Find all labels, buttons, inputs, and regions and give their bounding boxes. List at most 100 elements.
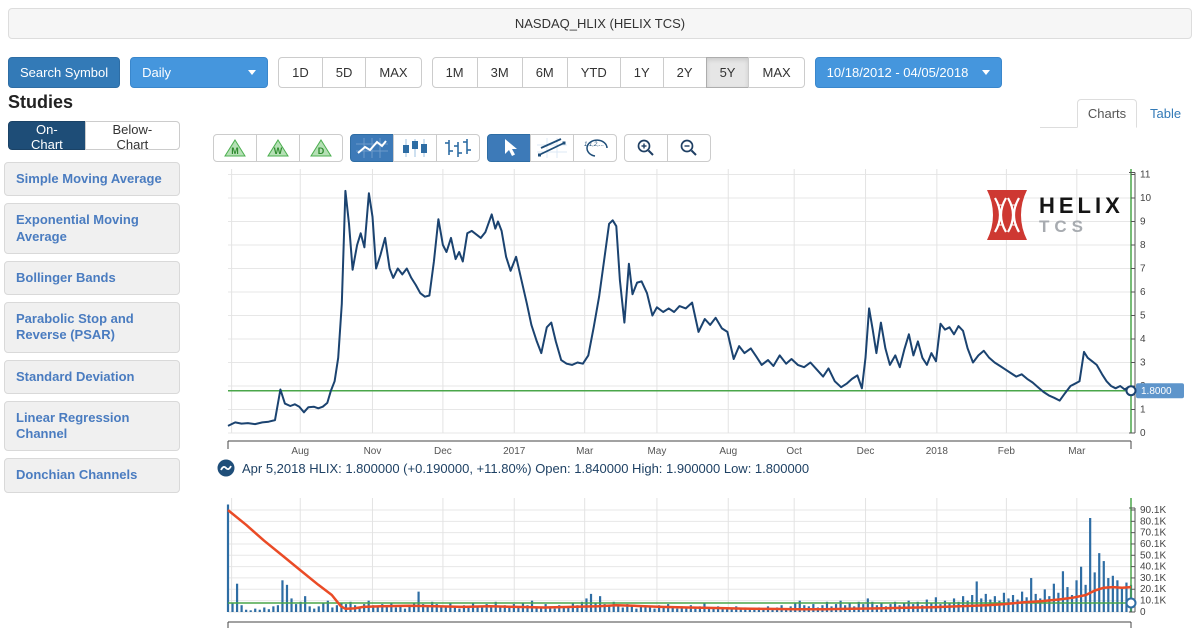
range-button-1m[interactable]: 1M — [432, 57, 478, 88]
drawing-tools-group: 1,1,2,... — [487, 134, 617, 162]
svg-text:W: W — [274, 146, 283, 156]
line-chart-type-button[interactable] — [350, 134, 394, 162]
ohlc-chart-type-button[interactable] — [436, 134, 480, 162]
svg-text:2018: 2018 — [926, 446, 949, 457]
toggle-below-chart[interactable]: Below-Chart — [85, 121, 180, 150]
range-button-1d[interactable]: 1D — [278, 57, 323, 88]
range-button-ytd[interactable]: YTD — [567, 57, 621, 88]
monthly-interval-button[interactable]: M — [213, 134, 257, 162]
zoom-in-button[interactable] — [624, 134, 668, 162]
svg-text:Nov: Nov — [364, 446, 382, 457]
volume-ma-line — [228, 510, 1131, 609]
svg-text:Oct: Oct — [786, 446, 802, 457]
study-simple-moving-average[interactable]: Simple Moving Average — [4, 162, 180, 196]
zoom-group — [624, 134, 711, 162]
svg-text:Aug: Aug — [719, 446, 737, 457]
studies-sidebar: Studies On-Chart Below-Chart Simple Movi… — [4, 92, 180, 493]
interval-dropdown[interactable]: Daily — [130, 57, 268, 88]
study-exponential-moving-average[interactable]: Exponential Moving Average — [4, 203, 180, 254]
study-donchian-channels[interactable]: Donchian Channels — [4, 458, 180, 492]
candlestick-chart-type-button[interactable] — [393, 134, 437, 162]
svg-text:5: 5 — [1140, 311, 1146, 322]
svg-text:Feb: Feb — [998, 446, 1016, 457]
fibonacci-icon: 1,1,2,... — [580, 138, 610, 158]
range-button-max[interactable]: MAX — [748, 57, 804, 88]
weekly-interval-button[interactable]: W — [256, 134, 300, 162]
range-button-2y[interactable]: 2Y — [663, 57, 707, 88]
svg-text:6: 6 — [1140, 287, 1146, 298]
chart-type-group — [350, 134, 480, 162]
range-group-short: 1D 5D MAX — [278, 57, 421, 88]
symbol-title: NASDAQ_HLIX (HELIX TCS) — [515, 16, 685, 31]
tab-table[interactable]: Table — [1142, 99, 1189, 128]
studies-heading: Studies — [8, 92, 180, 113]
daily-triangle-icon: D — [309, 138, 333, 158]
svg-text:11: 11 — [1140, 170, 1151, 181]
interval-icon-group: M W D — [213, 134, 343, 162]
svg-text:7: 7 — [1140, 264, 1146, 275]
zoom-out-button[interactable] — [667, 134, 711, 162]
svg-text:1.8000: 1.8000 — [1141, 386, 1172, 397]
tab-charts[interactable]: Charts — [1077, 99, 1137, 128]
svg-text:0: 0 — [1140, 428, 1146, 439]
svg-text:Mar: Mar — [1068, 446, 1086, 457]
date-range-value: 10/18/2012 - 04/05/2018 — [827, 65, 969, 80]
svg-text:Aug: Aug — [291, 446, 309, 457]
quote-status-text: Apr 5,2018 HLIX: 1.800000 (+0.190000, +1… — [242, 461, 809, 476]
candlestick-chart-icon — [400, 138, 430, 158]
study-bollinger-bands[interactable]: Bollinger Bands — [4, 261, 180, 295]
svg-text:0: 0 — [1140, 607, 1146, 618]
studies-list: Simple Moving Average Exponential Moving… — [4, 162, 180, 493]
price-chart[interactable]: 01234567891011AugNovDec2017MarMayAugOctD… — [213, 163, 1198, 459]
weekly-triangle-icon: W — [266, 138, 290, 158]
caret-down-icon — [248, 70, 256, 75]
trendline-tool-button[interactable] — [530, 134, 574, 162]
search-symbol-button[interactable]: Search Symbol — [8, 57, 120, 88]
last-price-marker — [1127, 386, 1136, 395]
svg-text:1: 1 — [1140, 405, 1146, 416]
tabs-divider — [1040, 127, 1078, 128]
range-button-5d[interactable]: 5D — [322, 57, 367, 88]
daily-interval-button[interactable]: D — [299, 134, 343, 162]
range-button-max-intraday[interactable]: MAX — [365, 57, 421, 88]
range-button-1y[interactable]: 1Y — [620, 57, 664, 88]
monthly-triangle-icon: M — [223, 138, 247, 158]
main-toolbar: Search Symbol Daily 1D 5D MAX 1M 3M 6M Y… — [8, 57, 1002, 88]
date-range-picker[interactable]: 10/18/2012 - 04/05/2018 — [815, 57, 1003, 88]
zoom-in-icon — [636, 138, 656, 158]
range-button-3m[interactable]: 3M — [477, 57, 523, 88]
line-chart-icon — [356, 138, 388, 158]
interval-dropdown-value: Daily — [142, 65, 171, 80]
svg-text:Dec: Dec — [434, 446, 452, 457]
svg-text:10.1K: 10.1K — [1140, 596, 1166, 607]
zoom-out-icon — [679, 138, 699, 158]
study-standard-deviation[interactable]: Standard Deviation — [4, 360, 180, 394]
volume-chart[interactable]: 010.1K20.1K30.1K40.1K50.1K60.1K70.1K80.1… — [213, 492, 1198, 628]
svg-text:80.1K: 80.1K — [1140, 516, 1166, 527]
svg-text:9: 9 — [1140, 217, 1146, 228]
svg-text:60.1K: 60.1K — [1140, 539, 1166, 550]
svg-text:20.1K: 20.1K — [1140, 584, 1166, 595]
last-volume-marker — [1127, 598, 1136, 607]
svg-text:40.1K: 40.1K — [1140, 562, 1166, 573]
svg-text:90.1K: 90.1K — [1140, 505, 1166, 516]
fibonacci-tool-button[interactable]: 1,1,2,... — [573, 134, 617, 162]
study-psar[interactable]: Parabolic Stop and Reverse (PSAR) — [4, 302, 180, 353]
svg-text:Dec: Dec — [857, 446, 875, 457]
cursor-arrow-icon — [498, 138, 520, 158]
studies-toggle: On-Chart Below-Chart — [8, 121, 180, 150]
svg-text:50.1K: 50.1K — [1140, 550, 1166, 561]
svg-text:70.1K: 70.1K — [1140, 528, 1166, 539]
svg-text:30.1K: 30.1K — [1140, 573, 1166, 584]
study-linear-regression-channel[interactable]: Linear Regression Channel — [4, 401, 180, 452]
ohlc-bars-icon — [444, 138, 472, 158]
symbol-title-bar: NASDAQ_HLIX (HELIX TCS) — [8, 8, 1192, 39]
chart-tools-toolbar: M W D — [213, 134, 711, 162]
svg-text:4: 4 — [1140, 334, 1146, 345]
svg-text:2017: 2017 — [503, 446, 526, 457]
range-group-long: 1M 3M 6M YTD 1Y 2Y 5Y MAX — [432, 57, 805, 88]
range-button-6m[interactable]: 6M — [522, 57, 568, 88]
pointer-tool-button[interactable] — [487, 134, 531, 162]
toggle-on-chart[interactable]: On-Chart — [8, 121, 86, 150]
range-button-5y[interactable]: 5Y — [706, 57, 750, 88]
